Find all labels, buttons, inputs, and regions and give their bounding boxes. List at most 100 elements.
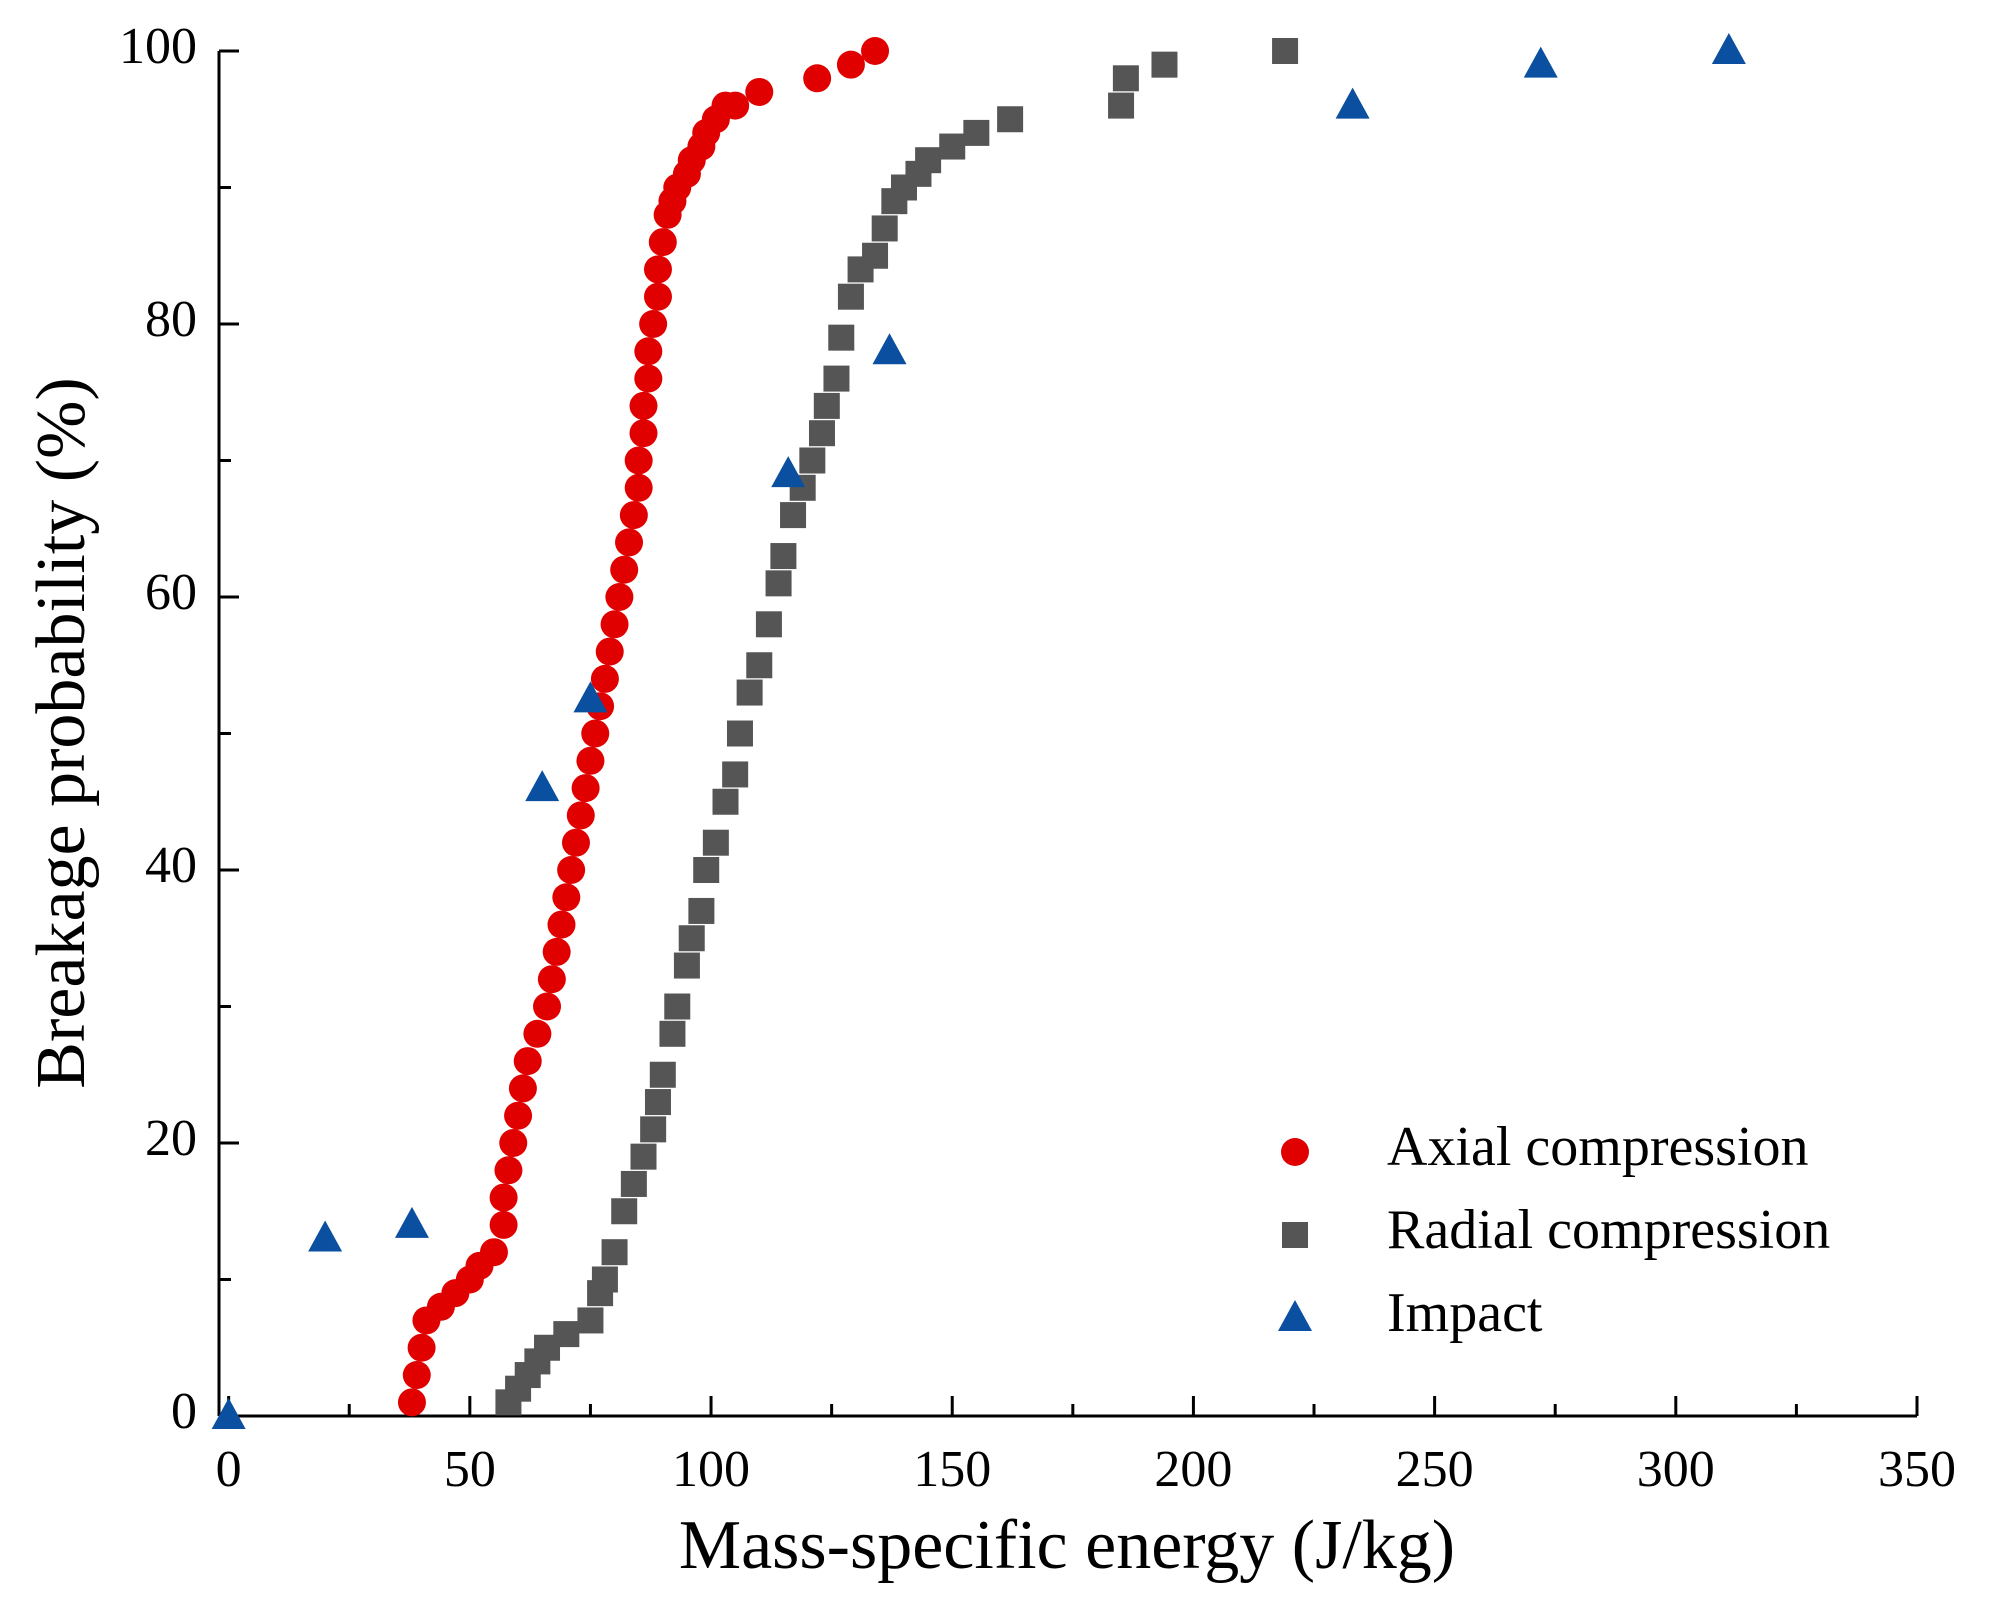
point [561, 828, 590, 857]
point [746, 652, 773, 679]
point [702, 829, 729, 856]
point [736, 679, 763, 706]
point [581, 719, 610, 748]
y-tick-label: 60 [145, 564, 197, 621]
point [629, 419, 658, 448]
point [566, 801, 595, 830]
point [780, 502, 807, 529]
point [1108, 92, 1135, 119]
point [525, 770, 560, 802]
y-tick-label: 0 [171, 1383, 197, 1440]
point [939, 133, 966, 160]
point [610, 555, 639, 584]
point [648, 228, 677, 257]
point [649, 1061, 676, 1088]
point [1112, 65, 1139, 92]
point [553, 1321, 580, 1348]
point [765, 570, 792, 597]
y-axis-label: Breakage probability (%) [23, 377, 100, 1088]
point [620, 1170, 647, 1197]
x-tick-label: 100 [672, 1441, 750, 1498]
point [871, 215, 898, 242]
point [489, 1183, 518, 1212]
point [394, 1206, 429, 1238]
x-tick-label: 150 [913, 1441, 991, 1498]
point [547, 910, 576, 939]
point [402, 1361, 431, 1390]
legend-marker [1278, 1300, 1312, 1331]
point [693, 857, 720, 883]
point [861, 37, 890, 65]
point [813, 392, 840, 419]
point [726, 720, 753, 747]
point [643, 255, 672, 284]
point [552, 883, 581, 912]
point [542, 937, 571, 966]
point [1711, 33, 1746, 64]
x-tick-label: 250 [1396, 1441, 1474, 1498]
point [823, 365, 850, 392]
point [722, 761, 749, 788]
point [1335, 87, 1370, 119]
point [499, 1129, 528, 1157]
legend-label: Impact [1387, 1282, 1543, 1344]
point [573, 681, 608, 713]
x-axis-label: Mass-specific energy (J/kg) [679, 1507, 1455, 1584]
point [600, 610, 629, 639]
point [1151, 51, 1178, 78]
point [643, 282, 672, 311]
point [479, 1238, 508, 1267]
point [504, 1101, 533, 1130]
point [771, 456, 806, 488]
point [494, 1156, 523, 1185]
point [537, 965, 566, 994]
point [630, 1143, 657, 1170]
point [619, 501, 648, 530]
point [308, 1220, 343, 1252]
point [605, 583, 634, 611]
legend-marker [1282, 1222, 1308, 1248]
y-tick-label: 20 [145, 1110, 197, 1167]
legend-label: Radial compression [1387, 1199, 1830, 1261]
point [590, 664, 619, 693]
point [799, 447, 826, 474]
point [639, 310, 668, 338]
y-tick-label: 80 [145, 291, 197, 348]
point [640, 1116, 667, 1143]
x-tick-label: 200 [1154, 1441, 1232, 1498]
point [634, 337, 663, 366]
point [659, 1020, 686, 1047]
point [688, 897, 715, 924]
point [634, 364, 663, 393]
point [770, 543, 797, 570]
x-tick-label: 300 [1637, 1441, 1715, 1498]
x-tick-label: 50 [444, 1441, 496, 1498]
point [513, 1047, 542, 1076]
point [611, 1198, 638, 1225]
point [591, 1266, 618, 1293]
point [673, 952, 700, 979]
point [828, 324, 855, 351]
point [837, 283, 864, 310]
point [644, 1089, 671, 1116]
point [533, 992, 562, 1021]
point [963, 119, 990, 146]
point [577, 1307, 604, 1334]
point [489, 1210, 518, 1239]
point [407, 1333, 436, 1362]
point [1272, 38, 1299, 64]
point [595, 637, 624, 666]
point [571, 774, 600, 803]
point [576, 746, 605, 775]
point [997, 106, 1024, 133]
point [557, 856, 586, 884]
point [629, 391, 658, 420]
legend-label: Axial compression [1387, 1116, 1808, 1178]
point [678, 925, 705, 952]
legend-marker [1281, 1138, 1309, 1166]
point [523, 1019, 552, 1048]
point [508, 1074, 537, 1103]
point [211, 1398, 246, 1429]
x-tick-label: 350 [1878, 1441, 1956, 1498]
